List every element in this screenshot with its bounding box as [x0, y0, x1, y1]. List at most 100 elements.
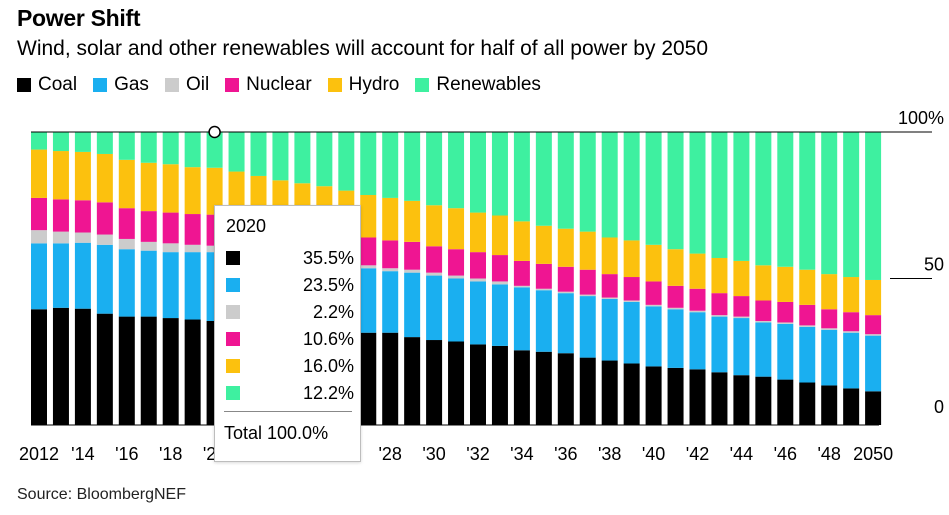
- bar-hydro-2033[interactable]: [491, 215, 508, 256]
- bar-coal-2043[interactable]: [711, 372, 728, 425]
- bar-gas-2040[interactable]: [645, 306, 662, 367]
- bar-nuclear-2036[interactable]: [557, 266, 574, 292]
- legend-item-gas[interactable]: Gas: [93, 74, 149, 96]
- bar-coal-2035[interactable]: [535, 351, 552, 425]
- bar-oil-2047[interactable]: [799, 325, 816, 327]
- bar-oil-2017[interactable]: [140, 241, 157, 251]
- legend-item-nuclear[interactable]: Nuclear: [225, 74, 312, 96]
- bar-renewables-2035[interactable]: [535, 132, 552, 226]
- bar-renewables-2018[interactable]: [162, 132, 179, 165]
- bar-gas-2030[interactable]: [426, 275, 443, 341]
- bar-gas-2018[interactable]: [162, 252, 179, 319]
- bar-hydro-2029[interactable]: [404, 200, 421, 242]
- bar-oil-2037[interactable]: [579, 294, 596, 297]
- bar-coal-2037[interactable]: [579, 357, 596, 425]
- bar-renewables-2042[interactable]: [689, 132, 706, 254]
- bar-oil-2018[interactable]: [162, 243, 179, 253]
- bar-hydro-2013[interactable]: [52, 151, 69, 200]
- bar-nuclear-2018[interactable]: [162, 212, 179, 244]
- bar-renewables-2019[interactable]: [184, 132, 201, 168]
- bar-hydro-2031[interactable]: [448, 208, 465, 250]
- bar-nuclear-2034[interactable]: [513, 260, 530, 286]
- bar-coal-2034[interactable]: [513, 350, 530, 425]
- bar-renewables-2016[interactable]: [118, 132, 135, 160]
- bar-gas-2029[interactable]: [404, 272, 421, 338]
- bar-coal-2039[interactable]: [623, 363, 640, 425]
- bar-hydro-2037[interactable]: [579, 231, 596, 270]
- bar-coal-2047[interactable]: [799, 382, 816, 425]
- bar-hydro-2034[interactable]: [513, 221, 530, 261]
- bar-renewables-2028[interactable]: [382, 132, 399, 198]
- bar-hydro-2045[interactable]: [755, 265, 772, 301]
- bar-renewables-2049[interactable]: [843, 132, 860, 278]
- bar-coal-2049[interactable]: [843, 388, 860, 426]
- bar-gas-2046[interactable]: [777, 323, 794, 380]
- bar-hydro-2019[interactable]: [184, 167, 201, 215]
- bar-hydro-2038[interactable]: [601, 237, 618, 275]
- bar-renewables-2050[interactable]: [865, 132, 882, 280]
- bar-coal-2045[interactable]: [755, 376, 772, 425]
- bar-hydro-2017[interactable]: [140, 162, 157, 212]
- bar-nuclear-2044[interactable]: [733, 296, 750, 317]
- bar-hydro-2043[interactable]: [711, 257, 728, 294]
- bar-hydro-2032[interactable]: [470, 212, 486, 253]
- bar-oil-2029[interactable]: [404, 269, 421, 273]
- bar-oil-2028[interactable]: [382, 268, 399, 272]
- bar-renewables-2041[interactable]: [667, 132, 684, 250]
- bar-coal-2032[interactable]: [470, 344, 486, 425]
- bar-oil-2038[interactable]: [601, 297, 618, 300]
- bar-oil-2014[interactable]: [74, 232, 91, 243]
- bar-hydro-2049[interactable]: [843, 277, 860, 313]
- bar-coal-2042[interactable]: [689, 369, 706, 425]
- bar-nuclear-2033[interactable]: [491, 255, 508, 282]
- bar-gas-2034[interactable]: [513, 287, 530, 351]
- bar-renewables-2012[interactable]: [31, 132, 47, 150]
- bar-nuclear-2048[interactable]: [821, 309, 838, 329]
- bar-nuclear-2043[interactable]: [711, 293, 728, 316]
- bar-coal-2048[interactable]: [821, 385, 838, 425]
- bar-hydro-2050[interactable]: [865, 279, 882, 316]
- bar-oil-2036[interactable]: [557, 291, 574, 294]
- bar-nuclear-2030[interactable]: [426, 246, 443, 273]
- bar-nuclear-2028[interactable]: [382, 240, 399, 269]
- bar-nuclear-2045[interactable]: [755, 300, 772, 321]
- bar-gas-2047[interactable]: [799, 326, 816, 383]
- bar-renewables-2036[interactable]: [557, 132, 574, 229]
- bar-oil-2035[interactable]: [535, 288, 552, 291]
- bar-nuclear-2031[interactable]: [448, 249, 465, 276]
- legend-item-hydro[interactable]: Hydro: [327, 74, 399, 96]
- bar-renewables-2029[interactable]: [404, 132, 421, 201]
- bar-renewables-2027[interactable]: [360, 132, 377, 195]
- bar-hydro-2040[interactable]: [645, 244, 662, 282]
- bar-oil-2019[interactable]: [184, 244, 201, 253]
- bar-oil-2045[interactable]: [755, 320, 772, 323]
- bar-nuclear-2049[interactable]: [843, 312, 860, 332]
- bar-oil-2031[interactable]: [448, 275, 465, 279]
- bar-nuclear-2037[interactable]: [579, 269, 596, 295]
- bar-coal-2019[interactable]: [184, 319, 201, 425]
- bar-nuclear-2019[interactable]: [184, 214, 201, 245]
- bar-renewables-2024[interactable]: [294, 132, 311, 184]
- bar-gas-2042[interactable]: [689, 312, 706, 370]
- bar-oil-2050[interactable]: [865, 334, 882, 336]
- bar-oil-2016[interactable]: [118, 238, 135, 250]
- bar-oil-2049[interactable]: [843, 331, 860, 333]
- bar-renewables-2040[interactable]: [645, 132, 662, 245]
- bar-oil-2012[interactable]: [31, 230, 47, 244]
- bar-coal-2027[interactable]: [360, 332, 377, 425]
- bar-renewables-2031[interactable]: [448, 132, 465, 209]
- bar-coal-2018[interactable]: [162, 318, 179, 425]
- bar-coal-2013[interactable]: [52, 307, 69, 425]
- bar-coal-2012[interactable]: [31, 309, 47, 425]
- bar-hydro-2030[interactable]: [426, 205, 443, 247]
- legend-item-coal[interactable]: Coal: [17, 74, 77, 96]
- bar-hydro-2039[interactable]: [623, 240, 640, 278]
- bar-coal-2031[interactable]: [448, 341, 465, 426]
- bar-hydro-2018[interactable]: [162, 164, 179, 213]
- bar-renewables-2046[interactable]: [777, 132, 794, 267]
- bar-coal-2044[interactable]: [733, 375, 750, 425]
- bar-renewables-2015[interactable]: [96, 132, 113, 154]
- bar-nuclear-2032[interactable]: [470, 252, 486, 279]
- bar-oil-2040[interactable]: [645, 304, 662, 307]
- bar-hydro-2044[interactable]: [733, 260, 750, 297]
